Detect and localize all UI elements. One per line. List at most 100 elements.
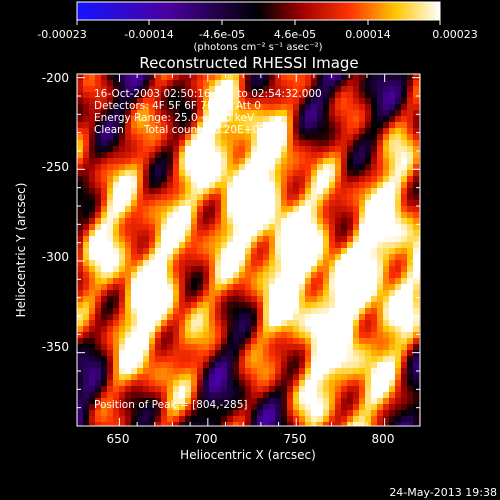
heatmap-cell (197, 194, 203, 200)
heatmap-cell (119, 182, 125, 188)
heatmap-cell (269, 278, 275, 284)
heatmap-cell (179, 146, 185, 152)
heatmap-cell (131, 218, 137, 224)
heatmap-cell (293, 236, 299, 242)
heatmap-cell (83, 188, 89, 194)
heatmap-cell (227, 422, 233, 426)
heatmap-cell (341, 104, 347, 110)
heatmap-cell (203, 356, 209, 362)
heatmap-cell (119, 200, 125, 206)
heatmap-cell (83, 296, 89, 302)
heatmap-cell (377, 242, 383, 248)
heatmap-cell (335, 122, 341, 128)
heatmap-cell (173, 230, 179, 236)
heatmap-cell (275, 416, 281, 422)
heatmap-cell (377, 278, 383, 284)
heatmap-cell (203, 236, 209, 242)
heatmap-cell (125, 242, 131, 248)
heatmap-cell (179, 356, 185, 362)
heatmap-cell (305, 134, 311, 140)
heatmap-cell (407, 332, 413, 338)
heatmap-cell (407, 140, 413, 146)
heatmap-cell (263, 128, 269, 134)
heatmap-cell (329, 188, 335, 194)
heatmap-cell (227, 302, 233, 308)
heatmap-cell (137, 212, 143, 218)
heatmap-cell (383, 422, 389, 426)
heatmap-cell (83, 386, 89, 392)
heatmap-cell (83, 254, 89, 260)
heatmap-cell (221, 242, 227, 248)
heatmap-cell (383, 110, 389, 116)
heatmap-cell (407, 386, 413, 392)
heatmap-cell (197, 344, 203, 350)
heatmap-cell (371, 332, 377, 338)
heatmap-cell (95, 272, 101, 278)
heatmap-cell (341, 242, 347, 248)
heatmap-cell (239, 248, 245, 254)
heatmap-cell (365, 296, 371, 302)
heatmap-cell (143, 386, 149, 392)
heatmap-cell (359, 116, 365, 122)
heatmap-cell (113, 86, 119, 92)
heatmap-cell (215, 224, 221, 230)
heatmap-cell (101, 344, 107, 350)
heatmap-cell (257, 422, 263, 426)
heatmap-cell (353, 410, 359, 416)
heatmap-cell (209, 188, 215, 194)
heatmap-cell (413, 224, 419, 230)
heatmap-cell (203, 320, 209, 326)
heatmap-cell (329, 164, 335, 170)
heatmap-cell (89, 98, 95, 104)
heatmap-cell (341, 380, 347, 386)
heatmap-cell (77, 116, 83, 122)
heatmap-cell (395, 116, 401, 122)
heatmap-cell (179, 176, 185, 182)
heatmap-cell (287, 152, 293, 158)
heatmap-cell (257, 338, 263, 344)
heatmap-cell (191, 110, 197, 116)
heatmap-cell (371, 314, 377, 320)
heatmap-cell (281, 344, 287, 350)
heatmap-cell (173, 326, 179, 332)
heatmap-cell (203, 296, 209, 302)
heatmap-cell (149, 260, 155, 266)
heatmap-cell (239, 116, 245, 122)
heatmap-cell (257, 92, 263, 98)
heatmap-cell (89, 284, 95, 290)
heatmap-cell (131, 344, 137, 350)
heatmap-cell (203, 350, 209, 356)
heatmap-cell (155, 260, 161, 266)
heatmap-cell (365, 230, 371, 236)
heatmap-cell (317, 236, 323, 242)
heatmap-cell (329, 218, 335, 224)
heatmap-cell (215, 212, 221, 218)
heatmap-cell (197, 374, 203, 380)
heatmap-cell (287, 146, 293, 152)
heatmap-cell (233, 278, 239, 284)
heatmap-cell (179, 98, 185, 104)
heatmap-cell (353, 404, 359, 410)
heatmap-cell (125, 338, 131, 344)
heatmap-cell (269, 152, 275, 158)
heatmap-cell (401, 248, 407, 254)
heatmap-cell (119, 326, 125, 332)
heatmap-cell (359, 284, 365, 290)
heatmap-cell (407, 368, 413, 374)
heatmap-cell (275, 248, 281, 254)
heatmap-cell (353, 392, 359, 398)
heatmap-cell (341, 302, 347, 308)
heatmap-cell (287, 356, 293, 362)
timestamp: 24-May-2013 19:38 (389, 486, 497, 499)
heatmap-cell (323, 320, 329, 326)
heatmap-cell (191, 320, 197, 326)
heatmap-cell (311, 314, 317, 320)
heatmap-cell (389, 104, 395, 110)
heatmap-cell (83, 356, 89, 362)
heatmap-cell (83, 110, 89, 116)
heatmap-cell (83, 314, 89, 320)
heatmap-cell (329, 110, 335, 116)
heatmap-cell (185, 362, 191, 368)
heatmap-cell (389, 284, 395, 290)
heatmap-cell (371, 344, 377, 350)
